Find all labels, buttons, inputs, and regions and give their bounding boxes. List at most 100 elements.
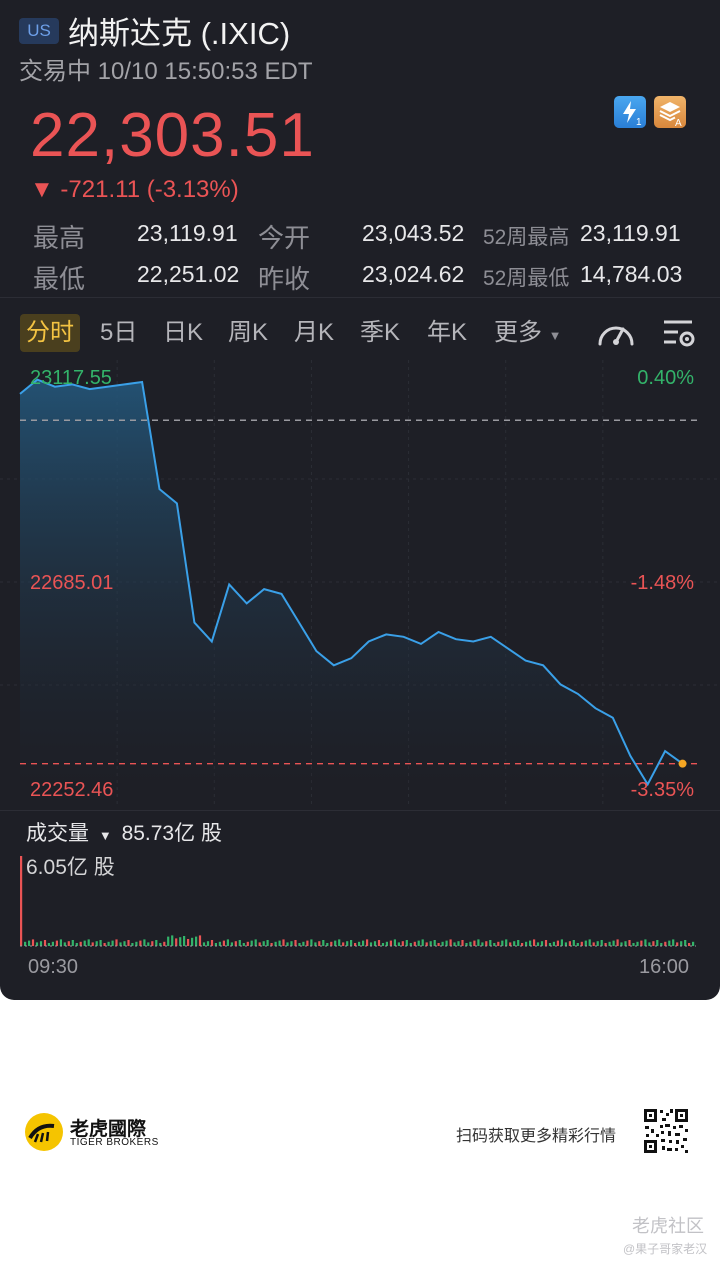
divider <box>0 297 720 298</box>
prev-close-label: 昨收 <box>258 264 311 294</box>
tab-more-label: 更多 <box>494 319 542 346</box>
volume-bar <box>473 940 476 946</box>
volume-bar <box>131 943 134 946</box>
caret-down-icon: ▼ <box>548 328 562 343</box>
volume-bar <box>409 943 412 946</box>
tab-daily-k[interactable]: 日K <box>163 319 204 346</box>
volume-bar <box>489 940 492 946</box>
volume-bar <box>429 941 432 946</box>
volume-bar <box>214 943 217 946</box>
volume-bar <box>457 941 460 946</box>
volume-bar <box>525 941 528 946</box>
volume-bar <box>298 943 301 946</box>
volume-bar <box>342 942 345 946</box>
time-end: 16:00 <box>639 956 690 978</box>
tab-yearly-k[interactable]: 年K <box>427 319 468 346</box>
volume-bar <box>572 940 575 946</box>
quote-panel: US 纳斯达克 (.IXIC) 交易中 10/10 15:50:53 EDT 2… <box>0 0 720 1000</box>
volume-bar <box>147 942 150 946</box>
volume-bar <box>529 940 532 946</box>
volume-bar <box>640 940 643 946</box>
volume-bar <box>521 943 524 946</box>
price-chart[interactable]: 23117.55 22685.01 22252.46 0.40% -1.48% … <box>0 360 720 805</box>
tab-quarterly-k[interactable]: 季K <box>360 319 401 346</box>
caret-down-icon: ▼ <box>98 828 112 843</box>
volume-bar <box>536 942 540 946</box>
time-start: 09:30 <box>28 956 79 978</box>
volume-bar <box>51 941 54 946</box>
volume-total: 85.73亿 股 <box>121 822 222 845</box>
tab-intraday[interactable]: 分时 <box>20 314 80 352</box>
volume-bar <box>310 939 313 946</box>
volume-bar <box>509 942 512 946</box>
volume-bar <box>688 943 691 946</box>
volume-bar <box>389 940 392 946</box>
volume-bar <box>206 941 210 946</box>
w52-low-label: 52周最低 <box>483 267 570 290</box>
high-value: 23,119.91 <box>137 220 238 246</box>
volume-bar <box>652 941 655 946</box>
volume-bar <box>191 937 194 946</box>
volume-bar <box>584 940 587 946</box>
pct-axis-mid: -1.48% <box>631 572 695 594</box>
volume-bar <box>254 939 257 946</box>
volume-bar <box>433 940 436 946</box>
price-change: ▼ -721.11 (-3.13%) <box>30 176 239 203</box>
low-value: 22,251.02 <box>137 261 240 287</box>
volume-chart[interactable] <box>0 848 720 954</box>
volume-bar <box>306 940 309 946</box>
volume-bar <box>485 941 488 946</box>
volume-bar <box>540 941 544 946</box>
volume-bar <box>183 936 186 946</box>
volume-header[interactable]: 成交量 ▼ 85.73亿 股 <box>26 817 222 847</box>
volume-bar <box>552 941 555 946</box>
volume-bar <box>318 941 321 946</box>
volume-bar <box>648 942 651 946</box>
volume-bar <box>278 940 281 946</box>
tab-monthly-k[interactable]: 月K <box>294 319 335 346</box>
volume-bar <box>664 941 667 946</box>
volume-bar <box>564 942 567 946</box>
volume-bar <box>425 942 428 946</box>
lightning-level1-icon[interactable]: 1 <box>614 96 646 128</box>
volume-bar <box>656 940 659 946</box>
volume-bar <box>67 941 70 946</box>
market-badge: US <box>19 18 59 44</box>
volume-bar <box>270 943 273 946</box>
brand-name: 老虎國際 <box>70 1119 147 1140</box>
volume-bar <box>71 940 74 946</box>
volume-bar <box>680 941 683 946</box>
volume-bar <box>544 940 548 946</box>
volume-bar <box>445 940 448 946</box>
watermark: 老虎社区 <box>632 1216 704 1236</box>
volume-bar <box>481 942 484 946</box>
volume-bar <box>596 941 599 946</box>
volume-bar <box>660 943 663 946</box>
tab-more[interactable]: 更多 ▼ <box>494 314 562 352</box>
chart-settings-icon[interactable] <box>660 316 700 350</box>
tab-5day[interactable]: 5日 <box>100 319 138 346</box>
volume-bar <box>505 939 508 946</box>
volume-bar <box>59 939 62 946</box>
qr-code-icon[interactable] <box>642 1107 690 1155</box>
volume-bar <box>250 940 253 946</box>
volume-bar <box>234 941 237 946</box>
volume-bar <box>322 940 325 946</box>
high-label: 最高 <box>33 223 86 253</box>
layers-a-icon[interactable]: A <box>654 96 686 129</box>
volume-bar <box>83 940 86 946</box>
volume-bar <box>616 939 619 946</box>
gauge-icon[interactable] <box>596 316 636 350</box>
volume-bar <box>377 940 381 946</box>
volume-bar <box>159 943 162 946</box>
prev-close-value: 23,024.62 <box>362 261 465 287</box>
pct-axis-top: 0.40% <box>637 367 694 389</box>
volume-bar <box>592 942 595 946</box>
volume-bar <box>95 941 98 946</box>
tab-weekly-k[interactable]: 周K <box>228 319 269 346</box>
volume-bar <box>560 939 563 946</box>
volume-bar <box>258 942 261 946</box>
volume-bar <box>668 940 671 946</box>
volume-bar <box>39 941 43 946</box>
volume-bar <box>55 940 58 946</box>
